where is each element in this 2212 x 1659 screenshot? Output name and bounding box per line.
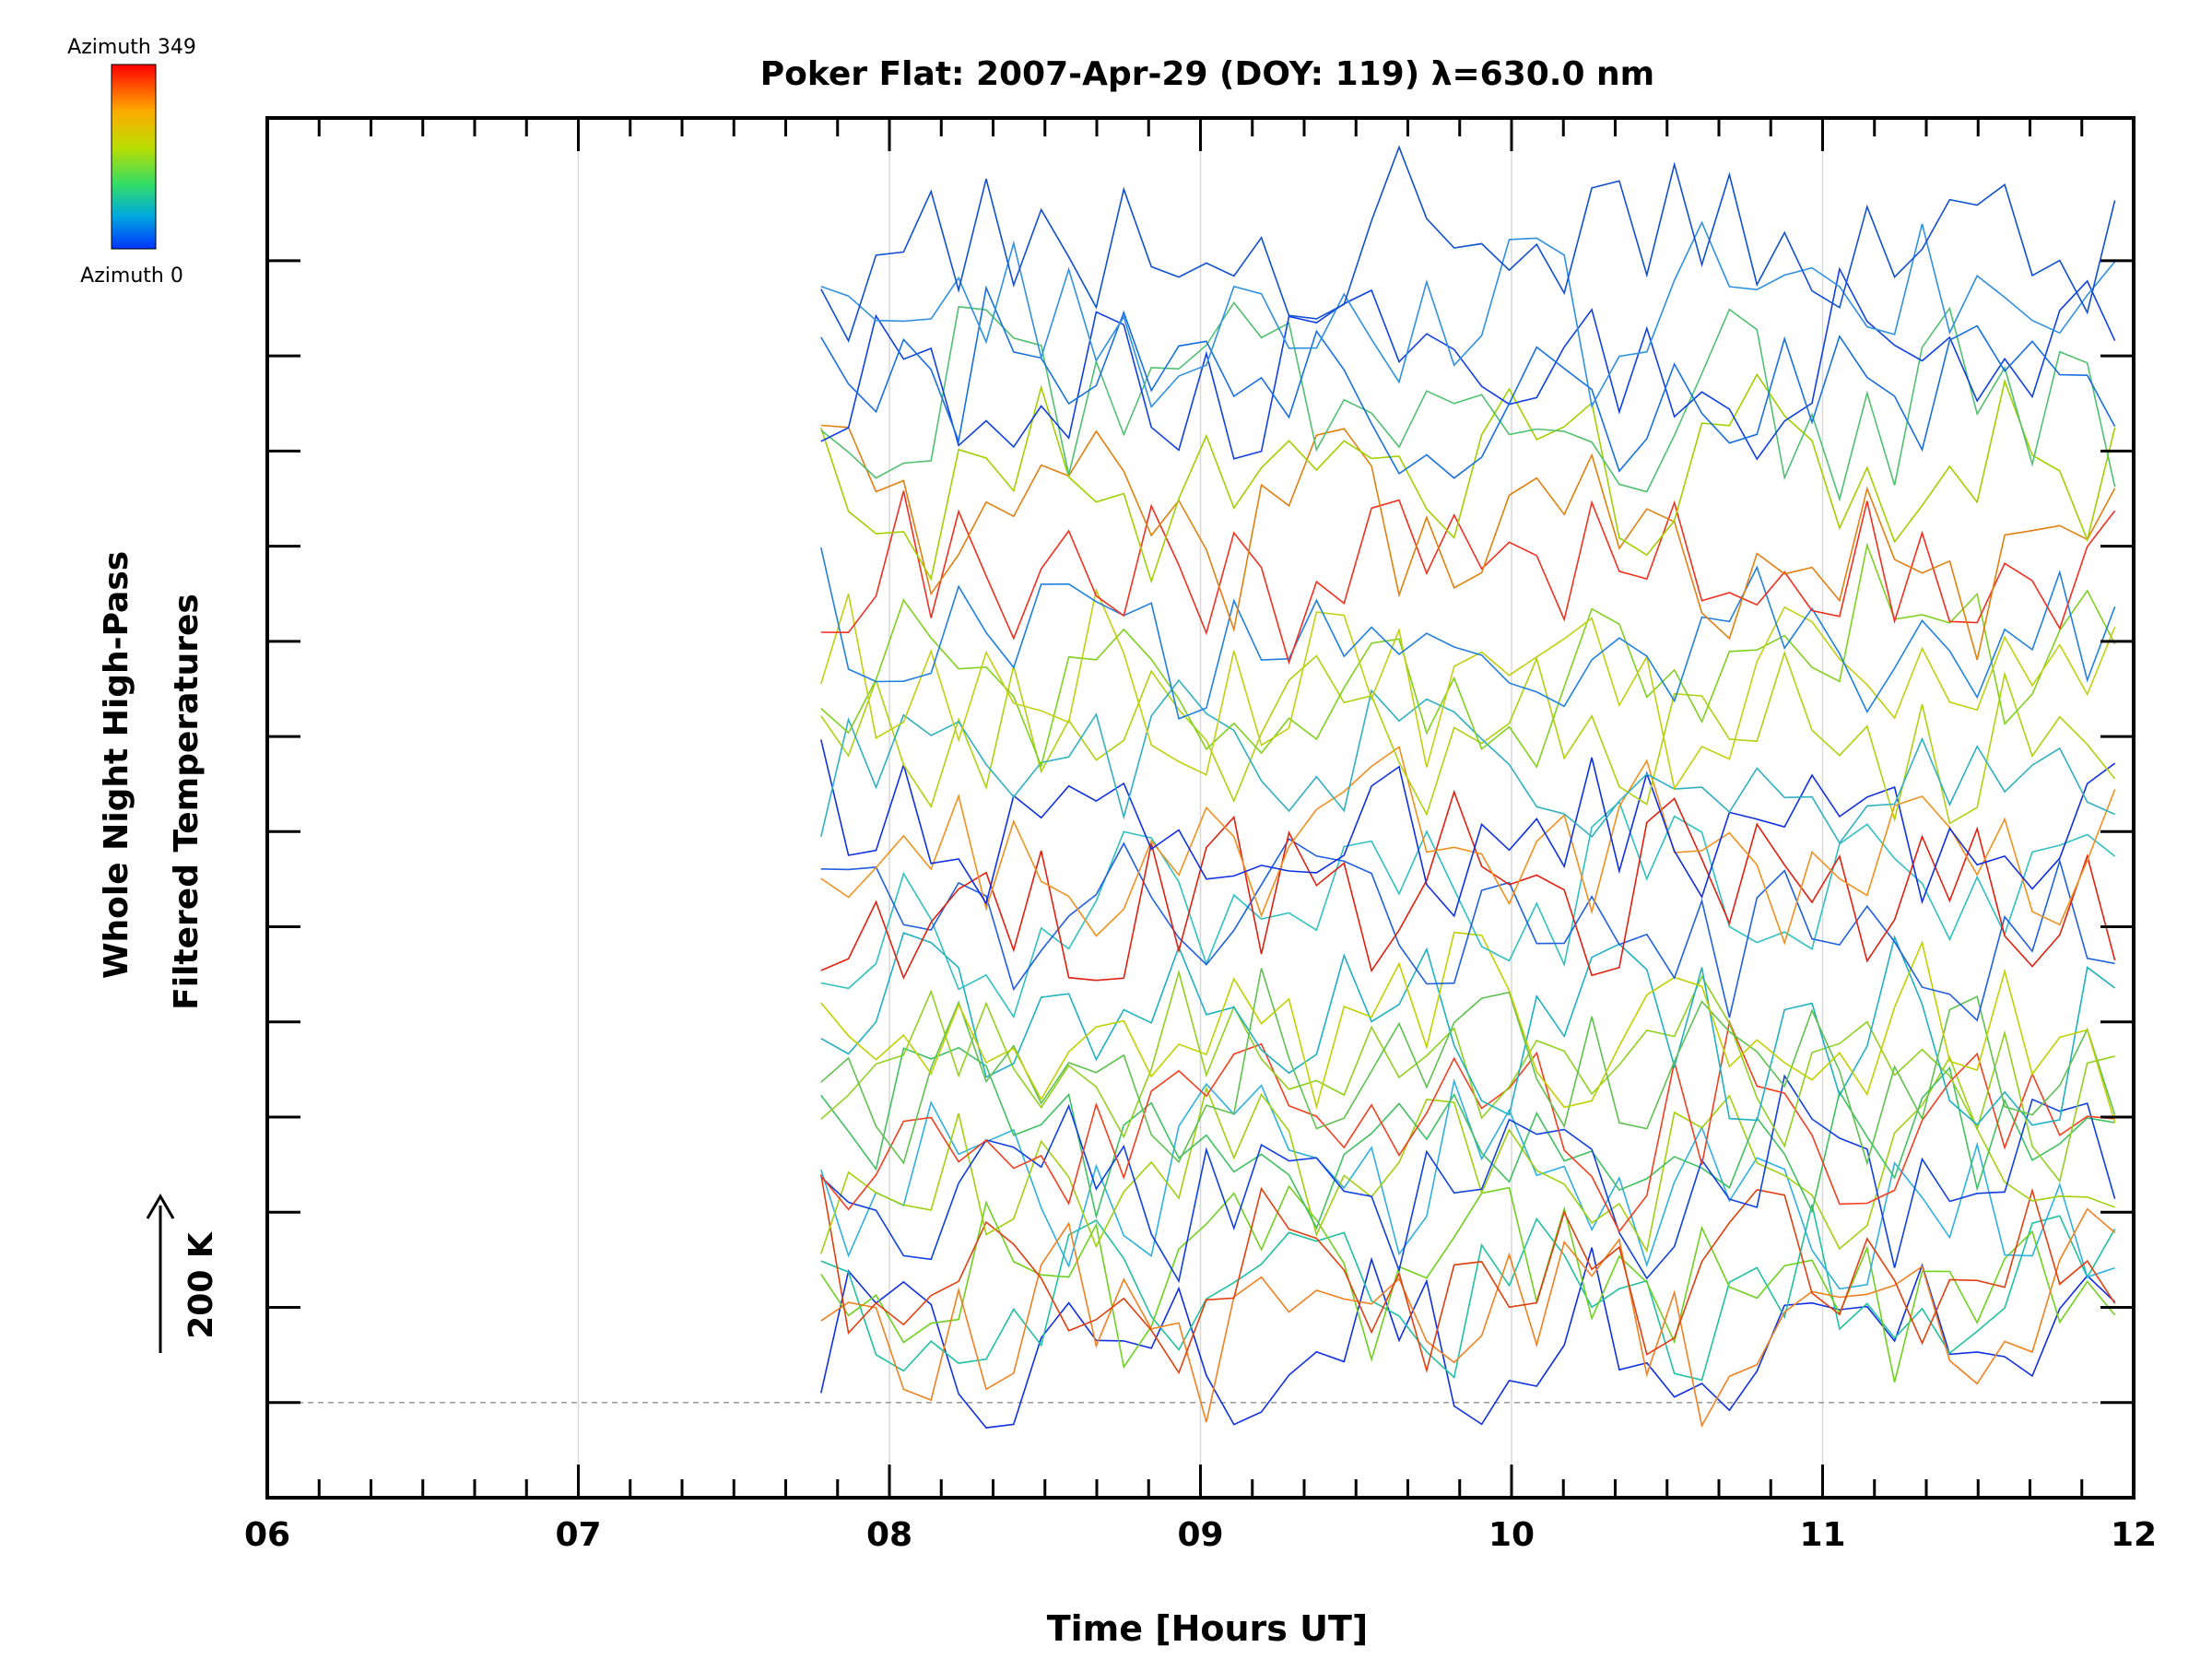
- y-axis-label-line1: Whole Night High-Pass: [98, 551, 135, 979]
- x-tick-label: 12: [2111, 1516, 2157, 1554]
- x-tick-label: 07: [555, 1516, 601, 1554]
- x-tick-label: 11: [1799, 1516, 1845, 1554]
- series-line: [820, 1074, 2116, 1284]
- colorbar-bottom-label: Azimuth 0: [80, 265, 183, 288]
- series-line: [820, 542, 2116, 769]
- plot-area: [267, 118, 2134, 1498]
- series-line: [820, 932, 2116, 1126]
- series-line: [820, 587, 2116, 791]
- series-line: [820, 266, 2116, 461]
- colorbar-top-label: Azimuth 349: [67, 36, 196, 59]
- series-line: [820, 1204, 2116, 1382]
- x-tick-label: 10: [1488, 1516, 1535, 1554]
- y-axis-label-line2: Filtered Temperatures: [168, 594, 206, 1010]
- series-line: [820, 145, 2116, 343]
- series-line: [820, 931, 2116, 1124]
- series-line: [820, 800, 2116, 1019]
- colorbar: [111, 64, 157, 250]
- x-tick-label: 09: [1177, 1516, 1223, 1554]
- series-line: [820, 746, 2116, 946]
- series-line: [820, 1247, 2116, 1429]
- series-line: [820, 739, 2116, 918]
- series-line: [820, 424, 2116, 661]
- axes-layer: 06 07 08 09 10 11 12: [244, 116, 2157, 1554]
- series-line: [820, 220, 2116, 408]
- series-line: [820, 301, 2116, 502]
- series-line: [820, 968, 2116, 1166]
- series-line: [820, 1174, 2116, 1375]
- scale-arrow-head: [146, 1194, 175, 1219]
- scale-label: 200 K: [182, 1231, 220, 1339]
- series-line: [820, 285, 2116, 479]
- series-line: [820, 372, 2116, 584]
- series-line: [820, 490, 2116, 665]
- x-axis-label: Time [Hours UT]: [1047, 1608, 1369, 1649]
- series-line: [820, 789, 2116, 982]
- series-line: [820, 1055, 2115, 1254]
- chart-title: Poker Flat: 2007-Apr-29 (DOY: 119) λ=630…: [760, 55, 1654, 93]
- series-line: [820, 547, 2116, 720]
- series-line: [820, 1046, 2115, 1230]
- series-line: [820, 1207, 2116, 1429]
- x-tick-label: 08: [866, 1516, 912, 1554]
- series-line: [820, 678, 2115, 845]
- series-layer: [820, 145, 2116, 1429]
- x-tick-label: 06: [244, 1516, 290, 1554]
- series-line: [820, 838, 2115, 1022]
- series-line: [820, 1077, 2115, 1290]
- series-line: [820, 1019, 2115, 1233]
